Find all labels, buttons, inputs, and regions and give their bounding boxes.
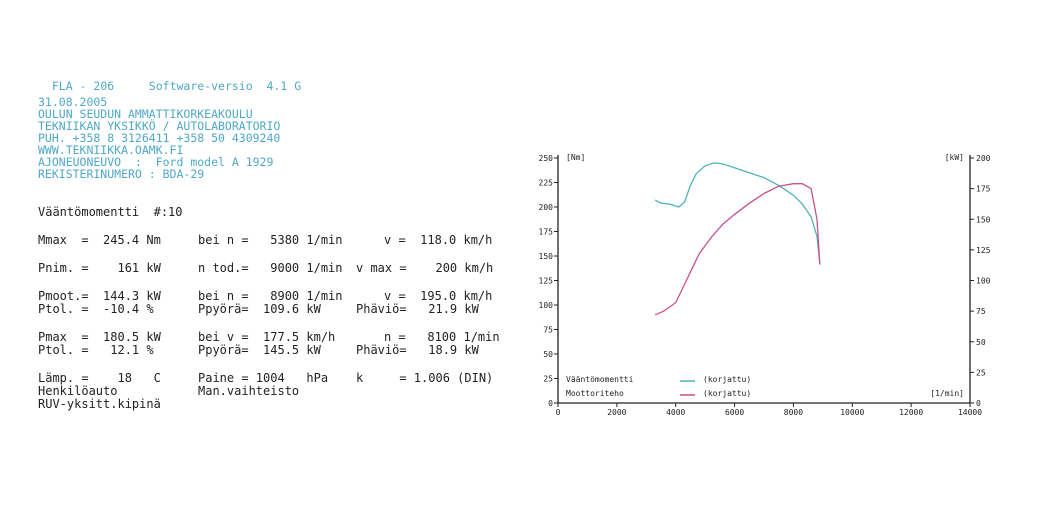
ptol1-value: Ptol. = -10.4 % [38,302,154,316]
x-unit-label: [1/min] [930,389,964,398]
legend-tag-0: (korjattu) [703,375,751,384]
left-tick-label: 250 [539,154,554,163]
vehicle-type: Henkilöauto [38,384,118,398]
right-tick-label: 200 [976,154,991,163]
header-date: 31.08.2005 [38,95,108,109]
header-line-phone: PUH. +358 8 3126411 +358 50 4309240 [38,131,281,145]
ppyora2-value: Ppyörä= 145.5 kW [198,343,321,357]
left-unit-label: [Nm] [566,153,585,162]
left-tick-label: 150 [539,252,554,261]
pressure-value: Paine = 1004 hPa [198,371,329,385]
legend-tag-1: (korjattu) [703,389,751,398]
x-tick-label: 6000 [725,408,744,417]
left-tick-label: 125 [539,277,554,286]
x-tick-label: 8000 [784,408,803,417]
header-line-registration: REKISTERINUMERO : BDA-29 [38,167,205,181]
pmax-rpm: n = 8100 1/min [384,330,500,344]
x-tick-label: 14000 [958,408,982,417]
chart-axes: 0 25 50 75 100 125 150 175 200 225 250 0 25 50 75 100 12… [539,153,991,417]
header-line-vehicle: AJONEUONEUVO : Ford model A 1929 [38,155,274,169]
pmax-value: Pmax = 180.5 kW [38,330,161,344]
phavio1-value: Phäviö= 21.9 kW [356,302,479,316]
right-tick-label: 175 [976,185,991,194]
mmax-rpm: bei n = 5380 1/min [198,233,343,247]
ntod-value: n tod.= 9000 1/min [198,261,343,275]
x-tick-label: 4000 [666,408,685,417]
left-tick-label: 50 [543,350,553,359]
ppyora1-value: Ppyörä= 109.6 kW [198,302,321,316]
din-factor: k = 1.006 (DIN) [356,371,494,385]
right-tick-label: 125 [976,246,991,255]
x-tick-label: 10000 [840,408,864,417]
left-tick-label: 200 [539,203,554,212]
left-tick-label: 75 [543,326,553,335]
pmoot-rpm: bei n = 8900 1/min [198,289,343,303]
pmax-speed: bei v = 177.5 km/h [198,330,336,344]
pmoot-speed: v = 195.0 km/h [384,289,493,303]
gearbox-type: Man.vaihteisto [198,384,300,398]
header-line-school: OULUN SEUDUN AMMATTIKORKEAKOULU [38,107,253,121]
x-tick-label: 2000 [607,408,626,417]
right-tick-label: 150 [976,215,991,224]
right-tick-label: 75 [976,307,986,316]
temperature-value: Lämp. = 18 C [38,371,161,385]
right-tick-label: 0 [976,399,981,408]
left-tick-label: 25 [543,375,553,384]
chart-legend: Vääntömomentti (korjattu) Moottoriteho (kor… [566,375,751,398]
ignition-type: RUV-yksitt.kipinä [38,397,161,411]
right-tick-label: 50 [976,338,986,347]
header-line1: FLA - 206 Software-versio 4.1 G [38,68,301,92]
report-title: Vääntömomentti #:10 [38,205,183,219]
left-tick-label: 100 [539,301,554,310]
right-tick-label: 100 [976,277,991,286]
software-version: Software-versio 4.1 G [148,79,302,93]
right-unit-label: [kW] [945,153,964,162]
header-line-lab: TEKNIIKAN YKSIKKÖ / AUTOLABORATORIO [38,119,281,133]
legend-label-0: Vääntömomentti [566,375,634,384]
right-tick-label: 25 [976,368,986,377]
phavio2-value: Phäviö= 18.9 kW [356,343,479,357]
legend-label-1: Moottoriteho [566,389,624,398]
header-line-web: WWW.TEKNIIKKA.OAMK.FI [38,143,184,157]
mmax-speed: v = 118.0 km/h [384,233,493,247]
left-tick-label: 225 [539,179,554,188]
x-tick-label: 0 [556,408,561,417]
chart-series [654,162,821,316]
mmax-value: Mmax = 245.4 Nm [38,233,161,247]
pmoot-value: Pmoot.= 144.3 kW [38,289,161,303]
series-line-1 [654,183,821,316]
device-id: FLA - 206 [51,79,115,93]
left-tick-label: 0 [548,399,553,408]
vmax-value: v max = 200 km/h [356,261,494,275]
ptol2-value: Ptol. = 12.1 % [38,343,154,357]
left-tick-label: 175 [539,228,554,237]
series-line-0 [654,162,821,264]
x-tick-label: 12000 [899,408,923,417]
pnim-value: Pnim. = 161 kW [38,261,161,275]
